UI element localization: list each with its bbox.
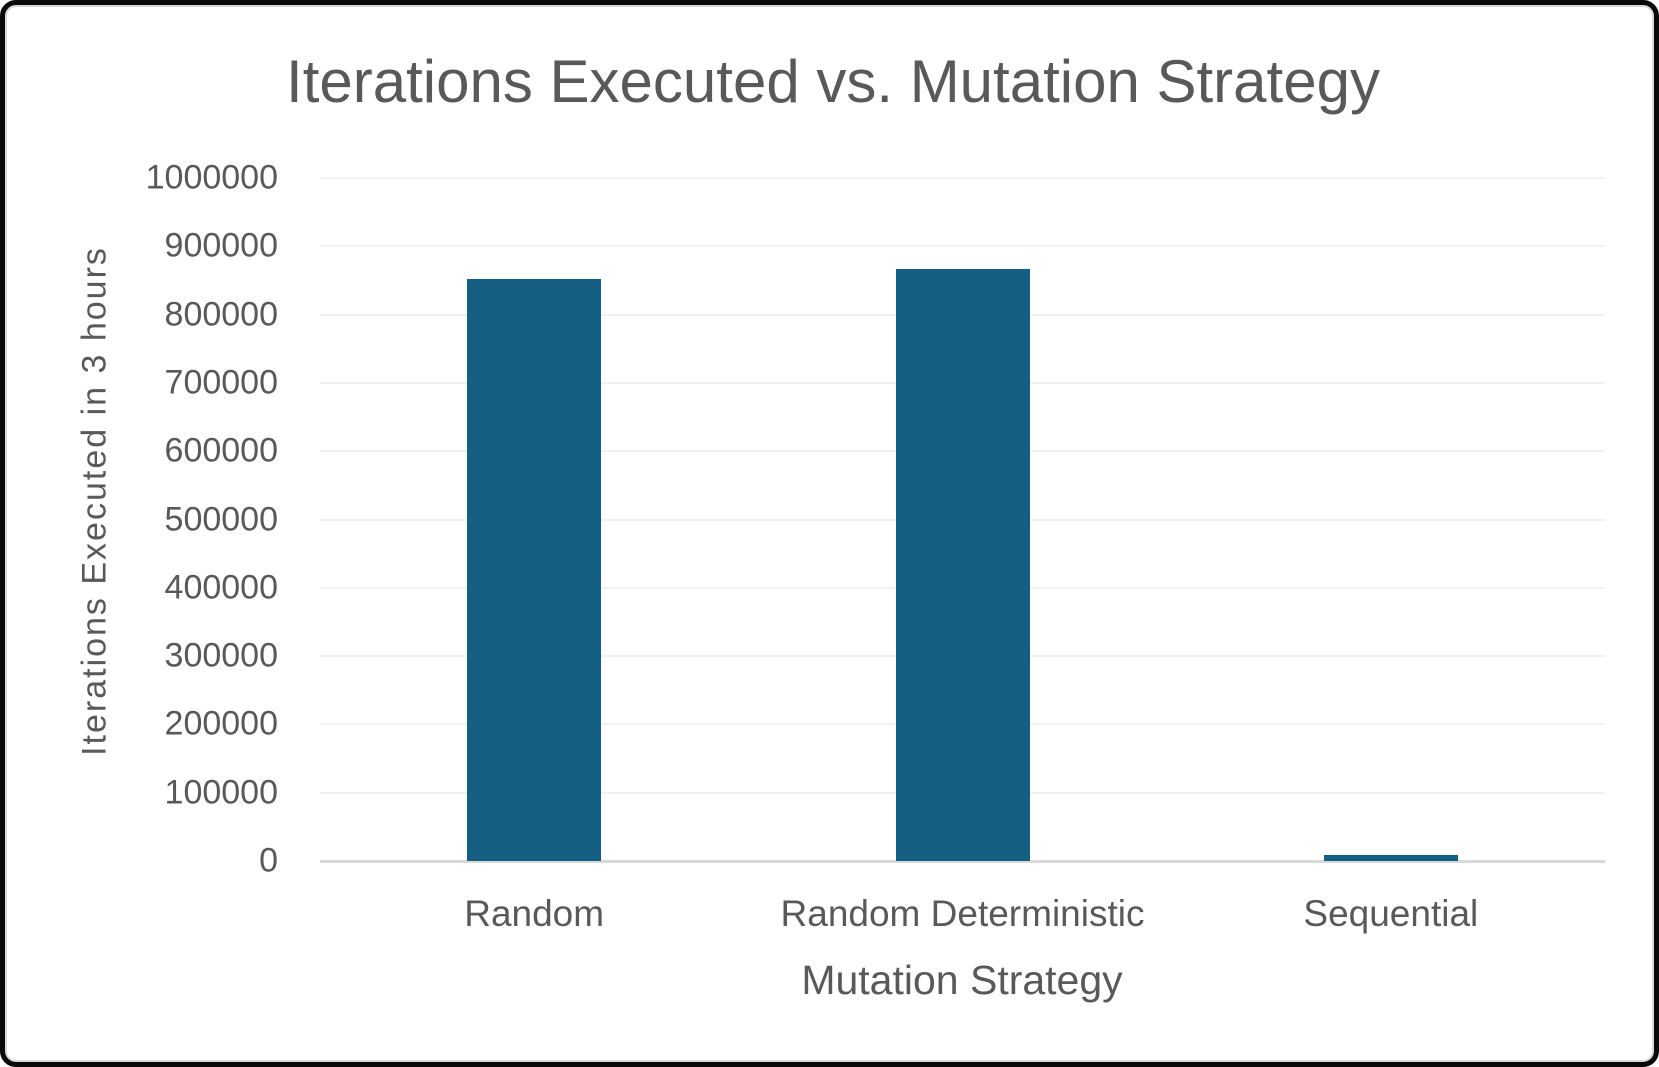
bar-sequential [1323, 854, 1458, 861]
bar-random-deterministic [895, 268, 1030, 861]
y-tick-label: 200000 [164, 704, 278, 743]
x-axis-title: Mutation Strategy [801, 957, 1123, 1003]
x-category-label: Random [464, 893, 605, 934]
x-category-label: Sequential [1303, 893, 1479, 934]
gridline [320, 177, 1605, 179]
y-axis-title: Iterations Executed in 3 hours [75, 246, 114, 756]
y-tick-label: 400000 [164, 568, 278, 607]
x-category-label: Random Deterministic [780, 893, 1145, 934]
y-tick-label: 800000 [164, 295, 278, 334]
y-tick-label: 500000 [164, 500, 278, 538]
y-tick-label: 700000 [164, 363, 278, 402]
plot-area [320, 177, 1605, 863]
y-tick-label: 1000000 [145, 158, 278, 197]
y-tick-label: 600000 [164, 431, 278, 470]
chart-title: Iterations Executed vs. Mutation Strateg… [286, 48, 1380, 115]
y-tick-label: 300000 [164, 636, 278, 675]
y-tick-label: 0 [259, 841, 278, 880]
x-axis-line [320, 860, 1605, 863]
y-tick-label: 900000 [164, 226, 278, 265]
bar-random [467, 279, 602, 861]
y-tick-label: 100000 [164, 773, 278, 812]
gridline [320, 245, 1605, 248]
